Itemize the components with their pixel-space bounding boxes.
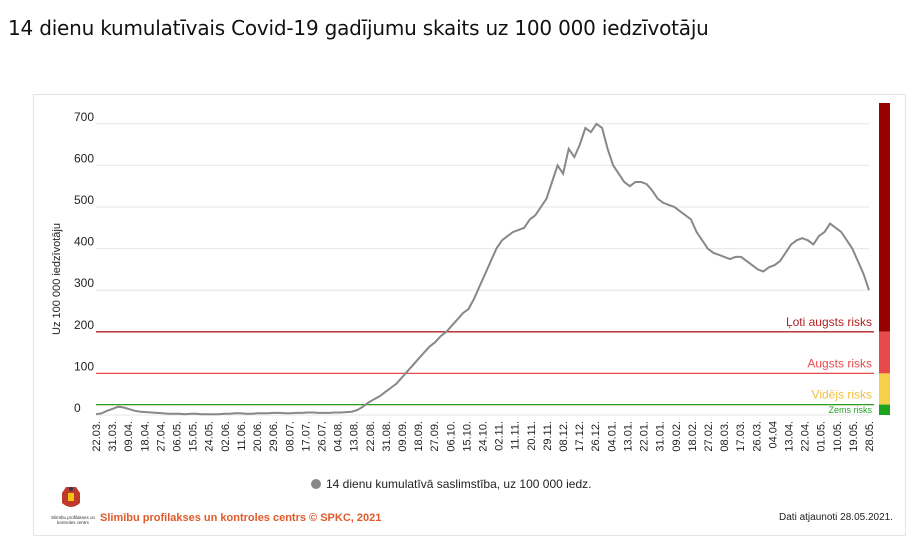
legend-label: 14 dienu kumulatīvā saslimstība, uz 100 … [326, 477, 592, 491]
x-tick-label: 02.06. [220, 421, 232, 452]
x-tick-label: 06.05. [172, 421, 184, 452]
y-tick-label: 100 [74, 359, 94, 373]
x-tick-label: 04.08. [333, 421, 345, 452]
x-tick-label: 08.12. [558, 421, 570, 452]
x-tick-label: 20.06. [252, 421, 264, 452]
risk-label: Vidējs risks [812, 388, 872, 402]
risk-band [879, 103, 890, 332]
x-tick-label: 15.05. [188, 421, 200, 452]
x-tick-label: 11.06. [236, 421, 248, 451]
x-tick-label: 27.09. [429, 421, 441, 452]
x-tick-label: 27.04. [155, 421, 167, 452]
y-tick-label: 600 [74, 151, 94, 165]
y-axis-label: Uz 100 000 iedzīvotāju [51, 223, 63, 335]
spkc-logo [46, 483, 96, 527]
x-tick-label: 20.11. [526, 421, 538, 451]
x-tick-label: 26.12. [590, 421, 602, 452]
x-tick-label: 06.10. [445, 421, 457, 452]
x-tick-label: 17.12. [574, 421, 586, 452]
page-title: 14 dienu kumulatīvais Covid-19 gadījumu … [8, 16, 709, 40]
x-tick-label: 29.06. [268, 421, 280, 452]
x-tick-label: 18.04. [139, 421, 151, 452]
x-tick-label: 09.04. [123, 421, 135, 452]
y-tick-label: 700 [74, 110, 94, 124]
x-tick-label: 18.09. [413, 421, 425, 452]
x-tick-label: 26.03. [751, 421, 763, 452]
x-tick-label: 31.01. [655, 421, 667, 452]
x-tick-label: 22.01. [639, 421, 651, 452]
x-tick-label: 09.02. [671, 421, 683, 452]
x-tick-label: 04.04 [767, 421, 779, 449]
x-tick-label: 08.07. [284, 421, 296, 452]
x-tick-label: 19.05. [848, 421, 860, 452]
x-tick-label: 29.11. [542, 421, 554, 451]
y-tick-label: 500 [74, 193, 94, 207]
risk-label: Zems risks [829, 405, 873, 415]
risk-band [879, 331, 890, 374]
risk-band [879, 404, 890, 415]
x-tick-label: 26.07. [316, 421, 328, 452]
logo-caption: Slimību profilakses un kontroles centrs [50, 515, 96, 525]
risk-label: Ļoti augsts risks [786, 315, 872, 329]
x-tick-label: 22.08. [365, 421, 377, 452]
x-tick-label: 24.10. [478, 421, 490, 452]
x-tick-label: 17.07. [300, 421, 312, 452]
footer-updated: Dati atjaunoti 28.05.2021. [779, 512, 893, 523]
x-tick-label: 11.11. [510, 421, 522, 450]
x-tick-label: 13.08. [349, 421, 361, 452]
x-tick-label: 31.08. [381, 421, 393, 452]
y-tick-label: 200 [74, 318, 94, 332]
risk-band [879, 373, 890, 405]
x-tick-label: 22.04. [800, 421, 812, 452]
x-tick-label: 31.03. [107, 421, 119, 452]
x-tick-label: 17.03. [735, 421, 747, 452]
chart-card: 0 100 200 300 400 500 600 700 Ļoti augsts risks A… [33, 94, 906, 536]
line-chart: 0 100 200 300 400 500 600 700 Ļoti augsts risks A… [51, 103, 890, 491]
legend-marker [311, 479, 321, 489]
x-tick-label: 22.03. [91, 421, 103, 452]
x-tick-label: 24.05. [204, 421, 216, 452]
y-tick-label: 400 [74, 235, 94, 249]
x-tick-label: 15.10. [461, 421, 473, 452]
x-tick-label: 09.09. [397, 421, 409, 452]
series-line [95, 122, 870, 416]
y-tick-label: 0 [74, 401, 81, 415]
footer-org-name: Slimību profilakses un kontroles centrs … [100, 512, 382, 524]
x-tick-label: 10.05. [832, 421, 844, 452]
x-tick-label: 13.01. [622, 421, 634, 452]
x-tick-label: 13.04. [783, 421, 795, 452]
x-tick-label: 27.02. [703, 421, 715, 452]
y-tick-label: 300 [74, 276, 94, 290]
x-tick-label: 01.05. [816, 421, 828, 452]
x-tick-label: 18.02. [687, 421, 699, 452]
risk-label: Augsts risks [807, 356, 872, 370]
x-tick-label: 02.11. [494, 421, 506, 451]
x-tick-label: 28.05. [864, 421, 876, 452]
x-tick-label: 08.03. [719, 421, 731, 452]
x-tick-label: 04.01. [606, 421, 618, 452]
